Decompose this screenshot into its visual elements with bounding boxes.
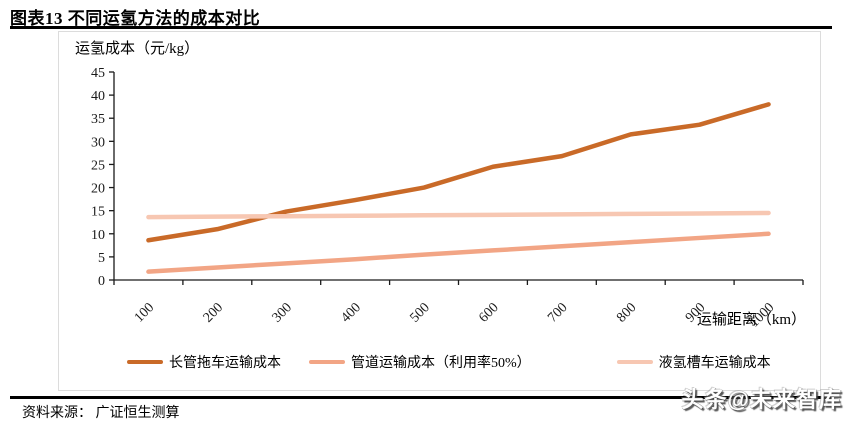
y-tick-label: 35 [91,112,105,127]
y-tick-label: 45 [91,66,105,81]
bottom-divider [10,396,832,399]
x-tick-label: 300 [270,300,295,325]
legend-label: 长管拖车运输成本 [169,356,281,371]
legend-line-swatch [127,359,163,365]
y-tick-label: 40 [91,89,105,104]
series-line [146,210,771,220]
y-tick-label: 0 [98,274,105,289]
y-tick-label: 25 [91,158,105,173]
legend-item: 液氢槽车运输成本 [616,352,771,372]
x-axis-title: 运输距离（km） [696,312,806,328]
y-tick-label: 10 [91,228,105,243]
series-line [146,102,771,243]
watermark: 头条@未来智库 [681,387,842,412]
y-axis-title: 运氢成本（元/kg） [75,41,200,57]
y-tick-label: 30 [91,135,105,150]
x-tick-label: 400 [339,300,364,325]
y-tick-label: 20 [91,182,105,197]
top-divider [10,26,832,29]
x-tick-label: 600 [476,300,501,325]
x-tick-label: 100 [132,300,157,325]
chart-frame: 运氢成本（元/kg） 0 5 10 15 20 25 30 35 40 45 100 200 300 40… [58,31,821,391]
y-tick-label: 15 [91,205,105,220]
x-tick-label: 200 [201,300,226,325]
legend-item: 长管拖车运输成本 [127,352,281,372]
x-tick-label: 800 [614,300,639,325]
legend-line-swatch [309,359,345,365]
chart-legend: 长管拖车运输成本 管道运输成本（利用率50%） 液氢槽车运输成本 [127,352,771,372]
y-tick-label: 5 [98,251,105,266]
series-line [146,231,771,274]
x-tick-label: 700 [545,300,570,325]
legend-line-swatch [616,359,653,365]
page-title: 图表13 不同运氢方法的成本对比 [10,9,261,28]
x-tick-label: 500 [407,300,432,325]
source-text: 资料来源： 广证恒生测算 [22,406,180,421]
legend-item: 管道运输成本（利用率50%） [309,352,531,372]
legend-label: 液氢槽车运输成本 [658,356,771,371]
cost-comparison-chart: 0 5 10 15 20 25 30 35 40 45 100 200 300 400 500 600 700 8… [91,66,804,331]
legend-label: 管道运输成本（利用率50%） [351,356,531,371]
